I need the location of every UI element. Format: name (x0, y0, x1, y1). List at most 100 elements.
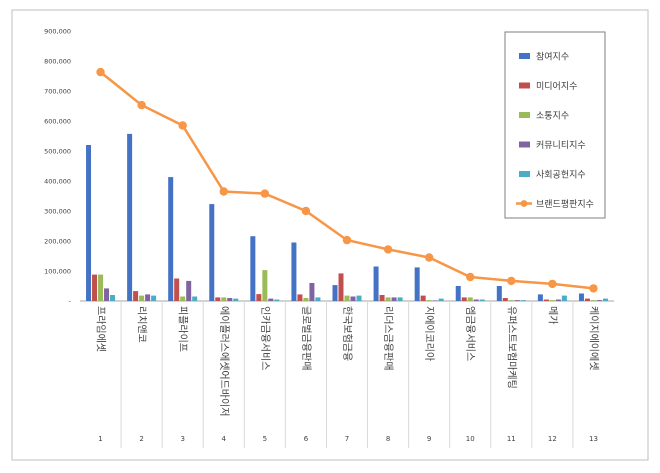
bar (98, 274, 104, 301)
bar (309, 283, 315, 301)
bar (373, 266, 379, 301)
bar (438, 298, 444, 301)
y-tick-label: 800,000 (44, 58, 71, 66)
bar (303, 298, 309, 301)
line-point (301, 206, 311, 216)
bar (496, 286, 502, 301)
bar (578, 293, 584, 301)
y-tick-label: 600,000 (44, 118, 71, 126)
bar (502, 298, 508, 301)
bar (344, 295, 350, 301)
category-label: 메가 (546, 306, 558, 324)
legend-label: 커뮤니티지수 (536, 140, 586, 151)
bar (479, 299, 485, 301)
bar (110, 295, 116, 301)
bar (473, 299, 479, 301)
rank-label: 13 (589, 435, 598, 443)
bar (145, 294, 151, 301)
y-tick-label: 300,000 (44, 208, 71, 216)
bar (397, 297, 403, 301)
bar (602, 298, 608, 301)
rank-label: 3 (180, 435, 184, 443)
bar (186, 280, 192, 301)
category-label: 인카금융서비스 (259, 306, 271, 370)
line-point (342, 235, 352, 245)
y-tick-label: 700,000 (44, 88, 71, 96)
legend-label: 소통지수 (536, 111, 569, 122)
legend-swatch (519, 82, 530, 89)
bar (379, 295, 385, 301)
bar (356, 295, 362, 301)
line-point (137, 100, 146, 110)
bar (584, 298, 590, 301)
rank-label: 11 (507, 435, 516, 443)
bar (414, 267, 420, 301)
bar (274, 299, 280, 301)
bar (596, 300, 602, 301)
line-point (383, 245, 393, 254)
bar (221, 297, 227, 301)
line-point (219, 187, 228, 196)
rank-label: 9 (427, 435, 431, 443)
legend-label: 참여지수 (536, 51, 569, 63)
category-label: 리치앤코 (136, 306, 148, 343)
y-tick-label: 200,000 (44, 238, 71, 246)
bar (151, 295, 157, 301)
bar (391, 297, 397, 301)
bar (455, 286, 461, 301)
rank-label: 6 (304, 435, 309, 443)
bar (537, 294, 543, 301)
bar (543, 299, 549, 301)
bar (180, 296, 186, 301)
bar (127, 133, 133, 301)
bar (338, 273, 344, 301)
bar (256, 294, 262, 301)
category-label: 지에이코리아 (423, 306, 435, 361)
line-point (548, 279, 557, 289)
legend-label: 브랜드평판지수 (536, 199, 594, 210)
y-tick-label: 400,000 (44, 178, 71, 186)
y-tick-label: - (69, 298, 72, 306)
bar (461, 297, 467, 301)
category-label: 한국보험금융 (341, 306, 353, 361)
category-label: 유퍼스트보험마케팅 (505, 306, 517, 389)
bar (297, 294, 303, 301)
bar (86, 145, 92, 301)
bar (215, 297, 221, 301)
legend-marker (520, 200, 528, 207)
category-label: 리더스금융판매 (382, 306, 394, 370)
bar (385, 297, 391, 301)
category-label: 피플라이프 (177, 306, 189, 352)
category-label: 엠금융서비스 (464, 306, 476, 361)
line-point (507, 276, 516, 286)
bar (420, 295, 426, 301)
bar (133, 291, 139, 301)
bar (350, 296, 356, 301)
bar (508, 300, 514, 301)
bar (192, 296, 198, 301)
bar (174, 278, 180, 301)
legend-label: 미디어지수 (536, 81, 577, 92)
rank-label: 12 (548, 435, 557, 443)
line-point (260, 189, 270, 198)
bar (104, 288, 110, 301)
line-point (96, 67, 105, 77)
legend-label: 사회공헌지수 (536, 170, 586, 181)
bar (514, 300, 520, 301)
rank-label: 8 (386, 435, 390, 443)
category-label: 글로벌금융판매 (300, 306, 312, 370)
bar (262, 270, 268, 301)
line-point (589, 284, 598, 293)
bar (549, 300, 555, 301)
bar (332, 285, 338, 301)
bar (467, 297, 473, 301)
bar (233, 298, 239, 301)
legend-swatch (519, 171, 530, 177)
category-label: 케이지에이에셋 (587, 306, 599, 370)
rank-label: 10 (466, 435, 475, 443)
y-tick-label: 500,000 (44, 148, 71, 156)
legend-swatch (519, 141, 530, 148)
y-tick-label: 100,000 (44, 268, 71, 276)
rank-label: 7 (345, 435, 349, 443)
